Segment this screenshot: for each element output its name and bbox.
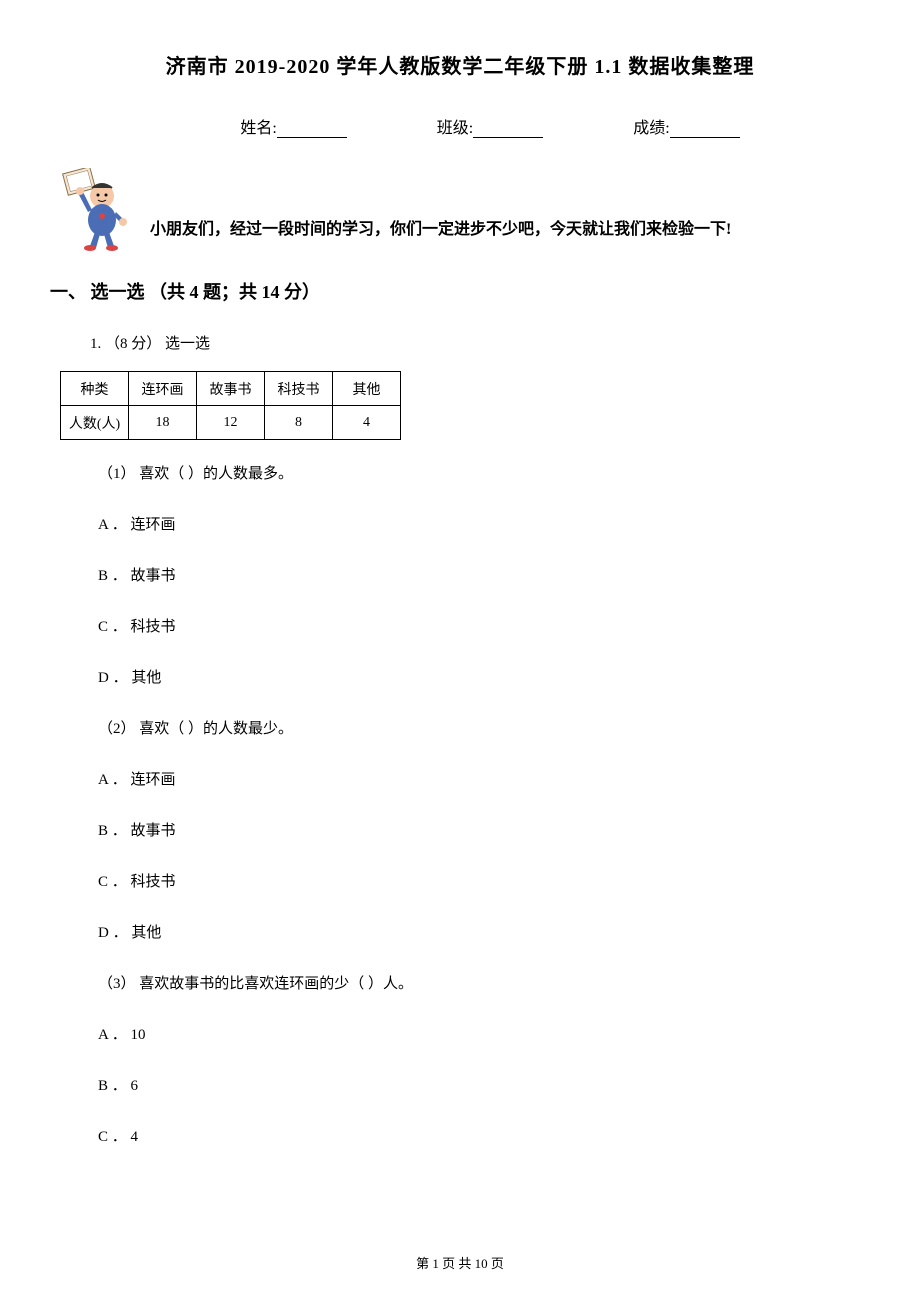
name-field: 姓名: [240,114,346,138]
score-label: 成绩: [633,114,669,138]
option-d: D ． 其他 [98,921,860,942]
table-data-cell: 4 [333,406,401,440]
table-row-label: 人数(人) [61,406,129,440]
score-blank[interactable] [670,120,740,138]
option-b: B ． 故事书 [98,819,860,840]
table-data-cell: 12 [197,406,265,440]
table-data-row: 人数(人) 18 12 8 4 [61,406,401,440]
option-a: A ． 连环画 [98,768,860,789]
document-title: 济南市 2019-2020 学年人教版数学二年级下册 1.1 数据收集整理 [60,50,860,79]
class-label: 班级: [437,114,473,138]
table-header-row: 种类 连环画 故事书 科技书 其他 [61,372,401,406]
sub-question-2: （2） 喜欢（ ）的人数最少。 [98,717,860,738]
info-row: 姓名: 班级: 成绩: [60,114,860,138]
table-header-cell: 科技书 [265,372,333,406]
intro-text: 小朋友们，经过一段时间的学习，你们一定进步不少吧，今天就让我们来检验一下! [150,216,731,253]
option-c: C ． 4 [98,1125,860,1146]
score-field: 成绩: [633,114,739,138]
name-label: 姓名: [240,114,276,138]
table-header-cell: 其他 [333,372,401,406]
option-c: C ． 科技书 [98,615,860,636]
class-field: 班级: [437,114,543,138]
option-b: B ． 故事书 [98,564,860,585]
name-blank[interactable] [277,120,347,138]
section-header: 一、 选一选 （共 4 题；共 14 分） [50,278,860,304]
mascot-icon [60,168,135,253]
mascot-row: 小朋友们，经过一段时间的学习，你们一定进步不少吧，今天就让我们来检验一下! [60,168,860,253]
page-footer: 第 1 页 共 10 页 [0,1253,920,1272]
option-b: B ． 6 [98,1074,860,1095]
sub-question-3: （3） 喜欢故事书的比喜欢连环画的少（ ）人。 [98,972,860,993]
data-table: 种类 连环画 故事书 科技书 其他 人数(人) 18 12 8 4 [60,371,401,440]
table-data-cell: 8 [265,406,333,440]
option-a: A ． 连环画 [98,513,860,534]
table-header-cell: 连环画 [129,372,197,406]
question-1-number: 1. （8 分） 选一选 [90,332,860,353]
table-data-cell: 18 [129,406,197,440]
sub-question-1: （1） 喜欢（ ）的人数最多。 [98,462,860,483]
table-header-cell: 种类 [61,372,129,406]
option-c: C ． 科技书 [98,870,860,891]
class-blank[interactable] [473,120,543,138]
option-a: A ． 10 [98,1023,860,1044]
table-header-cell: 故事书 [197,372,265,406]
option-d: D ． 其他 [98,666,860,687]
